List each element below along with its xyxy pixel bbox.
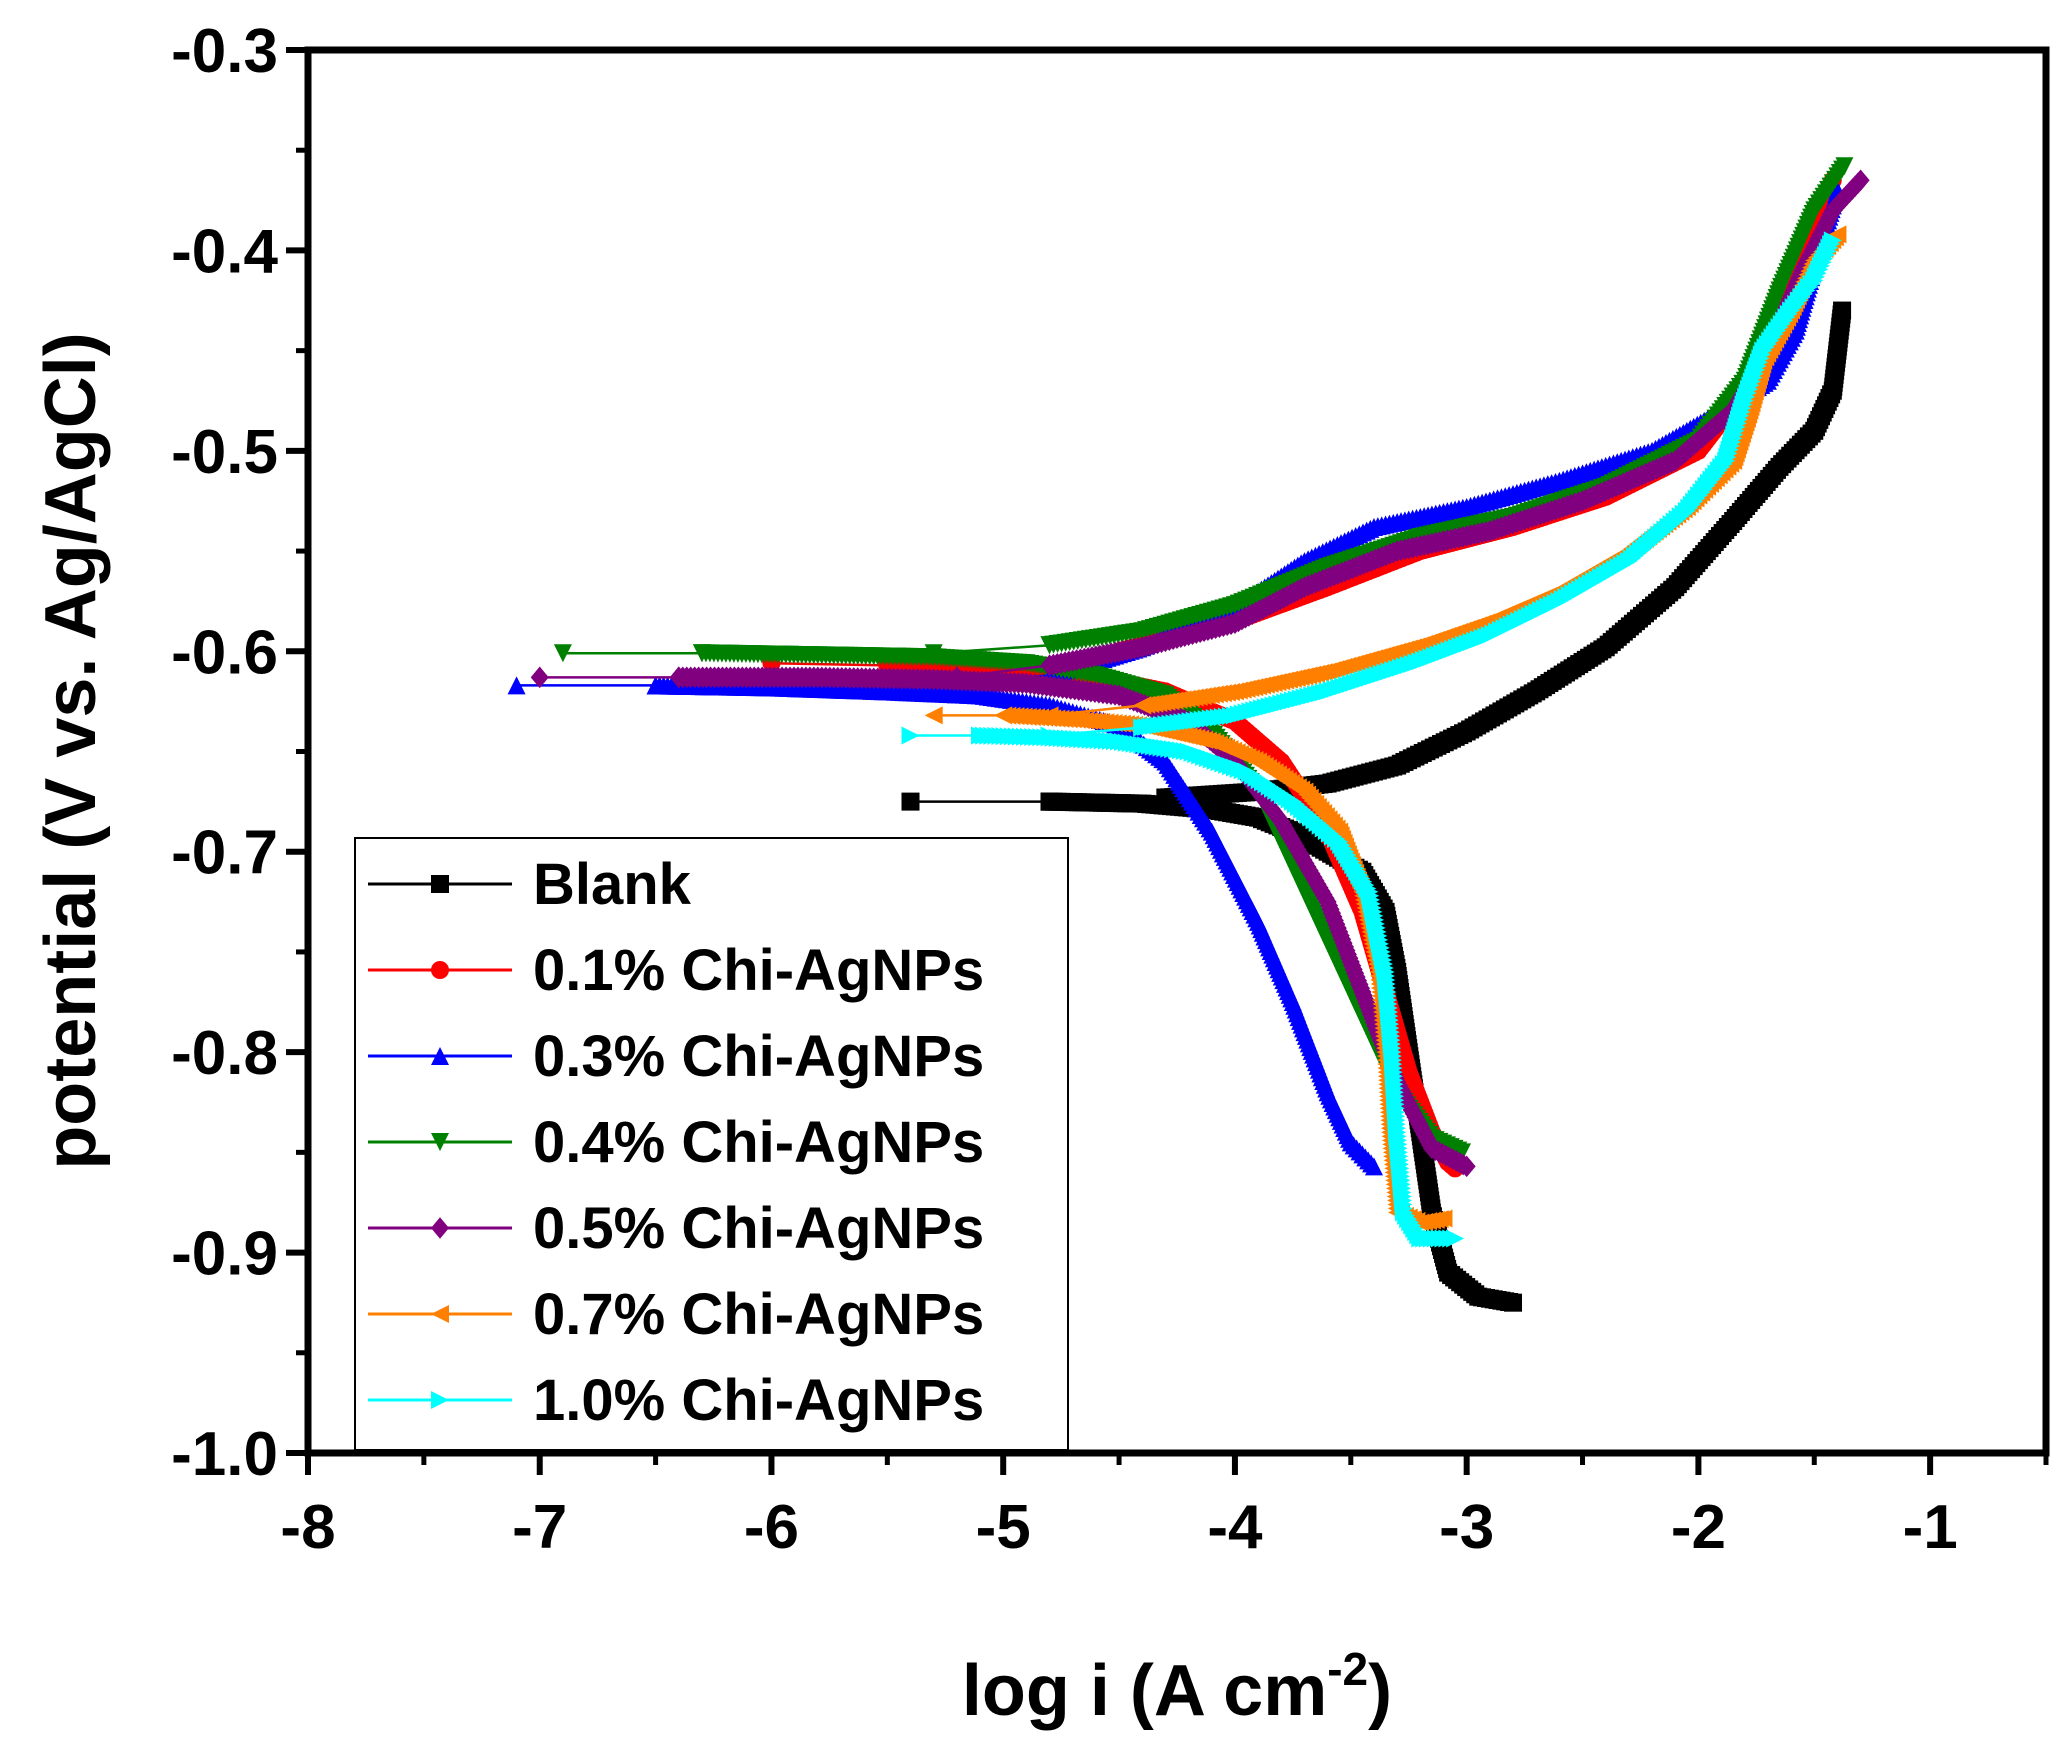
y-tick-label: -0.5 xyxy=(171,418,278,487)
series-6 xyxy=(901,231,1842,1248)
series-5-cathodic-point-200 xyxy=(1434,1209,1453,1228)
legend: Blank 0.1% Chi-AgNPs 0.3% Chi-AgNPs 0.4% Ch… xyxy=(354,837,1069,1451)
series-6-anodic-marker-0 xyxy=(1040,726,1059,745)
x-tick-label: -4 xyxy=(1207,1493,1263,1562)
ticks-layer xyxy=(286,47,2049,1475)
legend-swatch-marker xyxy=(431,1305,449,1323)
x-axis-title-superscript: -2 xyxy=(1327,1643,1368,1695)
series-2-cathodic-point-246 xyxy=(1364,1157,1383,1176)
series-3-anodic-marker-0 xyxy=(924,644,943,663)
legend-swatch-marker xyxy=(431,1391,449,1409)
series-layer xyxy=(507,157,1870,1312)
series-0-anodic-marker-0 xyxy=(1040,792,1059,811)
x-tick-label: -8 xyxy=(280,1493,335,1562)
series-2-cathodic-marker-0 xyxy=(507,676,526,695)
series-3-anodic-point-248 xyxy=(1835,157,1854,176)
series-4-cathodic-point-263 xyxy=(1457,1155,1476,1178)
series-5-anodic-marker-0 xyxy=(1040,706,1059,725)
legend-swatch-marker xyxy=(431,961,449,979)
series-6-cathodic-marker-0 xyxy=(901,726,920,745)
y-tick-label: -0.3 xyxy=(171,17,278,86)
legend-swatch-marker xyxy=(431,1217,449,1239)
y-tick-label: -0.4 xyxy=(171,217,278,286)
tick-labels-layer: -8 -7 -6 -5 -4 -3 -2 -1 -0.3 -0.4 -0.5 -0.6 -0.7 -0.8… xyxy=(171,17,1958,1562)
series-5-anodic-point-225 xyxy=(1828,225,1847,244)
legend-swatch-marker xyxy=(431,875,449,893)
legend-swatch-marker xyxy=(431,1133,449,1151)
series-6-cathodic-point-208 xyxy=(1446,1229,1465,1248)
series-0-anodic-point-225 xyxy=(1833,301,1852,320)
series-0-cathodic-point-203 xyxy=(1504,1293,1523,1312)
legend-swatch-marker xyxy=(431,1047,449,1065)
legend-label: Blank xyxy=(533,852,692,917)
x-tick-label: -1 xyxy=(1903,1493,1958,1562)
series-6-anodic-point-225 xyxy=(1823,231,1842,250)
x-axis-title-tail: ) xyxy=(1368,1651,1392,1731)
legend-label: 0.1% Chi-AgNPs xyxy=(533,938,984,1003)
legend-label: 0.7% Chi-AgNPs xyxy=(533,1282,984,1347)
series-4-anodic-marker-0 xyxy=(947,666,966,689)
x-tick-label: -3 xyxy=(1439,1493,1494,1562)
y-tick-label: -0.6 xyxy=(171,618,278,687)
y-axis-title: potential (V vs. Ag/AgCl) xyxy=(31,332,111,1169)
series-4-anodic-point-251 xyxy=(1851,169,1870,192)
series-3-cathodic-point-257 xyxy=(1453,1143,1472,1162)
x-tick-label: -2 xyxy=(1671,1493,1726,1562)
y-tick-label: -0.7 xyxy=(171,819,278,888)
legend-label: 1.0% Chi-AgNPs xyxy=(533,1368,984,1433)
legend-label: 0.4% Chi-AgNPs xyxy=(533,1110,984,1175)
series-0-cathodic-marker-0 xyxy=(901,792,920,811)
legend-label: 0.3% Chi-AgNPs xyxy=(533,1024,984,1089)
legend-box xyxy=(354,837,1069,1451)
y-tick-label: -0.8 xyxy=(171,1019,278,1088)
x-tick-label: -5 xyxy=(976,1493,1031,1562)
y-tick-label: -0.9 xyxy=(171,1220,278,1289)
series-4-cathodic-marker-0 xyxy=(530,666,549,689)
legend-label: 0.5% Chi-AgNPs xyxy=(533,1196,984,1261)
y-tick-label: -1.0 xyxy=(171,1420,278,1489)
x-axis-title: log i (A cm-2) xyxy=(962,1643,1392,1731)
x-tick-label: -6 xyxy=(744,1493,799,1562)
x-tick-label: -7 xyxy=(512,1493,567,1562)
series-5-cathodic-marker-0 xyxy=(924,706,943,725)
series-3-cathodic-marker-0 xyxy=(553,644,572,663)
x-axis-title-base: log i (A cm xyxy=(962,1651,1327,1731)
